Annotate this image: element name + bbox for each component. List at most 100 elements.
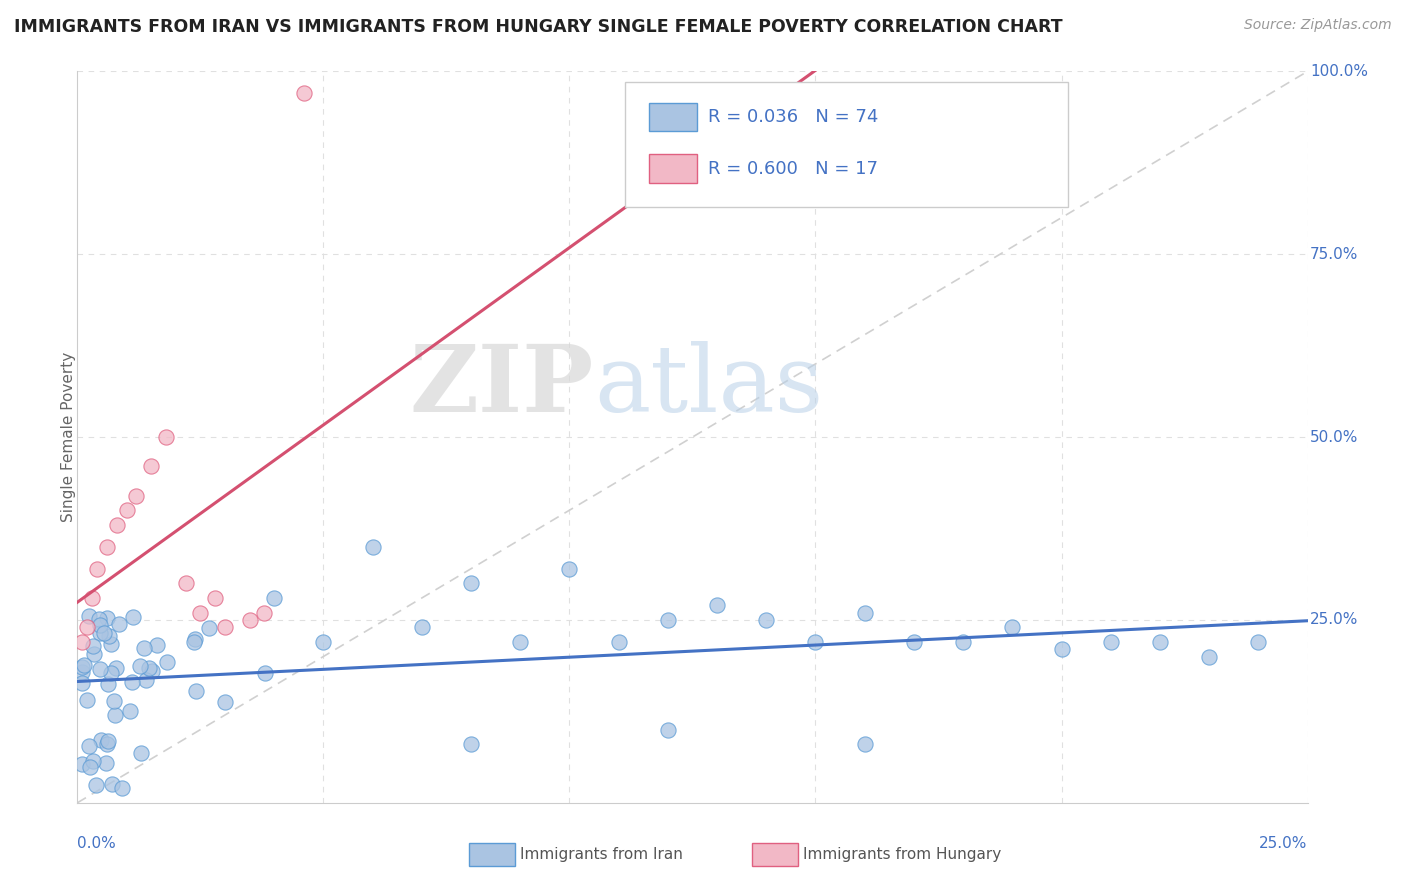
Point (460, 737, 482, 751)
Point (104, 707, 127, 722)
Point (82, 591, 104, 605)
Point (903, 635, 925, 649)
Point (155, 430, 177, 444)
Point (73, 658, 96, 673)
Point (198, 621, 221, 635)
Point (1198, 649, 1220, 664)
Point (70, 659, 93, 673)
Point (70, 635, 93, 649)
Point (122, 610, 145, 624)
Point (100, 777, 122, 791)
Point (156, 655, 179, 669)
Point (312, 635, 335, 649)
Point (239, 613, 262, 627)
Text: Immigrants from Iran: Immigrants from Iran (520, 847, 683, 863)
Point (1050, 642, 1073, 657)
Point (70, 665, 93, 679)
Point (103, 694, 125, 708)
Point (174, 576, 197, 591)
Point (105, 660, 128, 674)
Text: atlas: atlas (595, 341, 824, 431)
Text: IMMIGRANTS FROM IRAN VS IMMIGRANTS FROM HUNGARY SINGLE FEMALE POVERTY CORRELATIO: IMMIGRANTS FROM IRAN VS IMMIGRANTS FROM … (14, 18, 1063, 36)
FancyBboxPatch shape (650, 154, 697, 183)
Text: 0.0%: 0.0% (77, 836, 117, 851)
Point (1001, 620, 1024, 634)
Point (188, 606, 212, 620)
Point (214, 695, 236, 709)
Point (263, 591, 285, 605)
Point (1247, 635, 1270, 649)
Point (141, 665, 163, 679)
Text: R = 0.600   N = 17: R = 0.600 N = 17 (709, 160, 879, 178)
Point (214, 620, 236, 634)
Point (79, 760, 101, 774)
Point (128, 659, 150, 673)
Point (77, 739, 100, 753)
FancyBboxPatch shape (468, 843, 516, 866)
Point (89, 618, 111, 632)
Point (77, 609, 100, 624)
Point (253, 606, 276, 620)
Point (82, 754, 104, 768)
Point (93, 626, 115, 640)
Text: ZIP: ZIP (409, 341, 595, 431)
Point (125, 489, 148, 503)
Point (184, 684, 207, 698)
Text: 100.0%: 100.0% (1310, 64, 1368, 78)
Point (76, 620, 98, 634)
Text: R = 0.036   N = 74: R = 0.036 N = 74 (709, 109, 879, 127)
FancyBboxPatch shape (752, 843, 799, 866)
Text: Immigrants from Hungary: Immigrants from Hungary (803, 847, 1001, 863)
Point (607, 635, 630, 649)
Text: 25.0%: 25.0% (1310, 613, 1358, 627)
Point (70, 676, 93, 690)
Point (204, 591, 226, 605)
Point (952, 635, 974, 649)
Point (105, 517, 128, 532)
Point (100, 637, 122, 651)
Point (118, 704, 141, 718)
Point (108, 617, 131, 632)
Point (292, 87, 315, 101)
Point (254, 665, 277, 680)
Point (138, 661, 160, 675)
Point (853, 737, 876, 751)
Text: 75.0%: 75.0% (1310, 247, 1358, 261)
Point (83, 648, 105, 662)
Point (558, 562, 581, 576)
Point (1149, 635, 1171, 649)
Point (84, 778, 107, 792)
Point (97, 733, 120, 747)
Point (86, 562, 108, 576)
Point (70, 756, 93, 771)
Point (100, 665, 122, 680)
Point (657, 723, 679, 737)
Point (132, 640, 155, 655)
Point (183, 634, 205, 648)
Point (76, 693, 98, 707)
Point (121, 674, 143, 689)
Point (129, 746, 152, 760)
Point (361, 540, 384, 554)
Point (90, 733, 112, 747)
Point (82, 639, 104, 653)
Point (141, 459, 163, 474)
Point (96, 540, 118, 554)
Point (184, 632, 207, 646)
Point (111, 780, 134, 795)
Text: 25.0%: 25.0% (1260, 836, 1308, 851)
Point (96, 611, 118, 625)
Point (411, 620, 433, 634)
Point (115, 503, 138, 517)
Y-axis label: Single Female Poverty: Single Female Poverty (62, 352, 76, 522)
Point (1099, 635, 1122, 649)
Point (509, 635, 531, 649)
FancyBboxPatch shape (650, 103, 697, 131)
Point (98, 629, 121, 643)
Point (97, 677, 120, 691)
Point (804, 635, 827, 649)
Point (755, 613, 778, 627)
Point (853, 606, 876, 620)
FancyBboxPatch shape (624, 82, 1067, 207)
Point (89, 662, 111, 676)
